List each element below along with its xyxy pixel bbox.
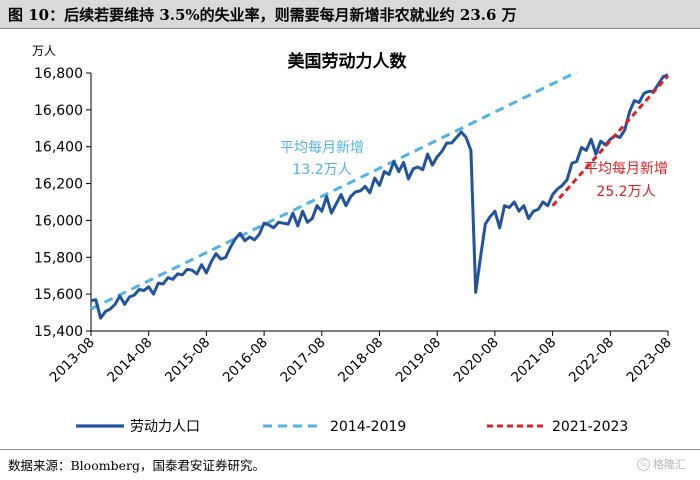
y-unit-label: 万人	[32, 44, 56, 58]
y-tick-label: 15,400	[34, 324, 83, 340]
axes: 15,400 15,600 15,800 16,000 16,200 16,400 16,6…	[34, 66, 675, 386]
y-tick-label: 16,200	[34, 177, 83, 193]
x-tick-label: 2020-08	[451, 335, 502, 386]
source-note: 数据来源：Bloomberg，国泰君安证券研究。	[8, 458, 265, 473]
x-tick-label: 2019-08	[393, 335, 444, 386]
footer-divider	[0, 449, 700, 450]
y-tick-label: 16,800	[34, 66, 83, 82]
legend-label-2014-2019: 2014-2019	[330, 419, 406, 435]
y-tick-label: 16,600	[34, 103, 83, 119]
legend-label-2021-2023: 2021-2023	[552, 419, 628, 435]
legend: 劳动力人口 2014-2019 2021-2023	[76, 419, 628, 435]
x-tick-label: 2017-08	[277, 335, 328, 386]
annotation-2014-2019-line2: 13.2万人	[292, 162, 351, 178]
figure-title: 图 10：后续若要维持 3.5%的失业率，则需要每月新增非农就业约 23.6 万	[8, 4, 517, 25]
x-tick-label: 2023-08	[624, 335, 675, 386]
annotation-2021-2023-line1: 平均每月新增	[584, 161, 668, 177]
x-tick-label: 2013-08	[47, 335, 98, 386]
watermark-text: 格隆汇	[653, 458, 686, 471]
annotation-2014-2019: 平均每月新增 13.2万人	[280, 140, 364, 178]
watermark: G 格隆汇	[637, 456, 686, 472]
annotation-2021-2023-line2: 25.2万人	[596, 184, 655, 200]
x-tick-label: 2015-08	[162, 335, 213, 386]
legend-label-labor-force: 劳动力人口	[130, 419, 200, 435]
series-labor-force-line	[90, 73, 669, 320]
x-tick-label: 2022-08	[566, 335, 617, 386]
annotation-2021-2023: 平均每月新增 25.2万人	[584, 161, 668, 200]
x-tick-label: 2021-08	[508, 335, 559, 386]
series-trend-2021-2023	[551, 74, 670, 207]
series-lines	[90, 70, 670, 320]
figure-label: 图 10：	[8, 6, 65, 24]
labor-force-chart: 美国劳动力人数 万人 15,400 15,600 15,800 16,000 16,20…	[32, 44, 675, 435]
y-tick-label: 15,800	[34, 250, 83, 266]
y-tick-label: 16,400	[34, 140, 83, 156]
x-tick-label: 2014-08	[104, 335, 155, 386]
y-tick-label: 15,600	[34, 287, 83, 303]
chart-title: 美国劳动力人数	[288, 51, 408, 72]
figure-caption: 后续若要维持 3.5%的失业率，则需要每月新增非农就业约 23.6 万	[64, 6, 517, 24]
annotation-2014-2019-line1: 平均每月新增	[280, 140, 364, 156]
y-tick-label: 16,000	[34, 213, 83, 229]
x-tick-label: 2018-08	[335, 335, 386, 386]
series-trend-2014-2019	[90, 70, 578, 311]
figure-header: 图 10：后续若要维持 3.5%的失业率，则需要每月新增非农就业约 23.6 万	[0, 0, 700, 29]
logo-icon: G	[637, 457, 650, 471]
x-tick-label: 2016-08	[220, 335, 271, 386]
